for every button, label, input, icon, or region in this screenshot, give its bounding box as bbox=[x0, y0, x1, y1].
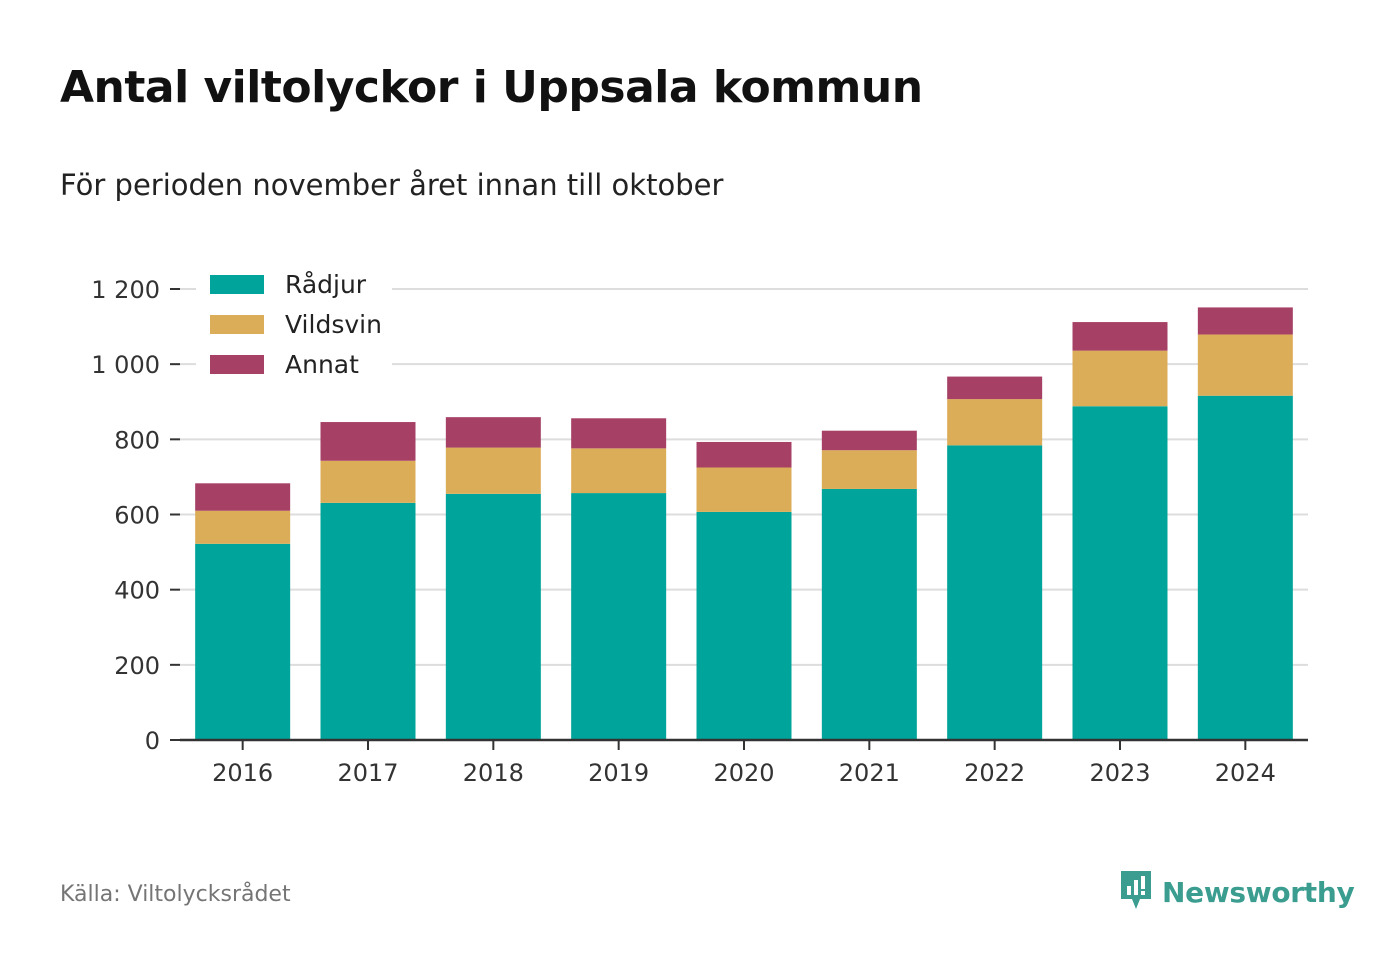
bar-segment bbox=[320, 460, 416, 503]
y-tick-label: 1 000 bbox=[91, 351, 160, 379]
x-tick-label: 2022 bbox=[964, 759, 1025, 787]
bar-segment bbox=[195, 543, 291, 740]
bar-segment bbox=[821, 488, 917, 740]
chart-subtitle: För perioden november året innan till ok… bbox=[60, 168, 724, 202]
chart-title: Antal viltolyckor i Uppsala kommun bbox=[60, 62, 923, 113]
bar-segment bbox=[947, 445, 1043, 740]
bar-segment bbox=[696, 511, 792, 740]
y-tick-label: 1 200 bbox=[91, 276, 160, 304]
y-tick-label: 200 bbox=[114, 652, 160, 680]
bar-segment bbox=[571, 418, 667, 449]
legend-label: Rådjur bbox=[285, 270, 367, 299]
bar-segment bbox=[821, 430, 917, 451]
x-tick-label: 2024 bbox=[1215, 759, 1276, 787]
x-tick-label: 2020 bbox=[713, 759, 774, 787]
bar-segment bbox=[1197, 307, 1293, 335]
y-tick-label: 600 bbox=[114, 502, 160, 530]
bar-segment bbox=[320, 422, 416, 461]
legend-swatch bbox=[210, 355, 264, 374]
bar-segment bbox=[1072, 350, 1168, 407]
bar-segment bbox=[445, 493, 541, 740]
brand-name: Newsworthy bbox=[1162, 875, 1355, 909]
legend-swatch bbox=[210, 315, 264, 334]
bar-segment bbox=[195, 510, 291, 544]
legend-swatch bbox=[210, 275, 264, 294]
bar-segment bbox=[1072, 322, 1168, 351]
bar-segment bbox=[320, 502, 416, 740]
legend: Rådjur Vildsvin Annat bbox=[196, 262, 392, 384]
x-tick-label: 2016 bbox=[212, 759, 273, 787]
x-tick-label: 2017 bbox=[337, 759, 398, 787]
bar-segment bbox=[445, 417, 541, 448]
bar-segment bbox=[1197, 395, 1293, 740]
newsworthy-chart-logo-icon bbox=[1118, 868, 1154, 916]
bar-segment bbox=[696, 441, 792, 468]
bar-segment bbox=[696, 467, 792, 512]
x-tick-label: 2018 bbox=[463, 759, 524, 787]
y-tick-label: 0 bbox=[145, 727, 160, 755]
y-tick-label: 800 bbox=[114, 426, 160, 454]
bar-segment bbox=[571, 448, 667, 494]
x-axis: 2016 2017 2018 2019 2020 2021 2022 2023 2024 bbox=[180, 738, 1308, 787]
bar-segment bbox=[821, 450, 917, 489]
x-tick-label: 2019 bbox=[588, 759, 649, 787]
bar-segment bbox=[947, 399, 1043, 446]
source-note: Källa: Viltolycksrådet bbox=[60, 882, 291, 907]
legend-label: Annat bbox=[285, 350, 359, 379]
brand-logo: Newsworthy bbox=[1118, 868, 1355, 916]
bar-segment bbox=[195, 483, 291, 511]
y-tick-label: 400 bbox=[114, 577, 160, 605]
bar-segment bbox=[1072, 406, 1168, 740]
bars bbox=[195, 307, 1293, 740]
y-axis: 0 200 400 600 800 1 000 1 200 bbox=[91, 276, 180, 755]
bar-segment bbox=[445, 447, 541, 494]
legend-label: Vildsvin bbox=[285, 310, 382, 339]
bar-segment bbox=[1197, 334, 1293, 396]
bar-segment bbox=[947, 376, 1043, 400]
x-tick-label: 2023 bbox=[1089, 759, 1150, 787]
x-tick-label: 2021 bbox=[839, 759, 900, 787]
bar-segment bbox=[571, 493, 667, 740]
